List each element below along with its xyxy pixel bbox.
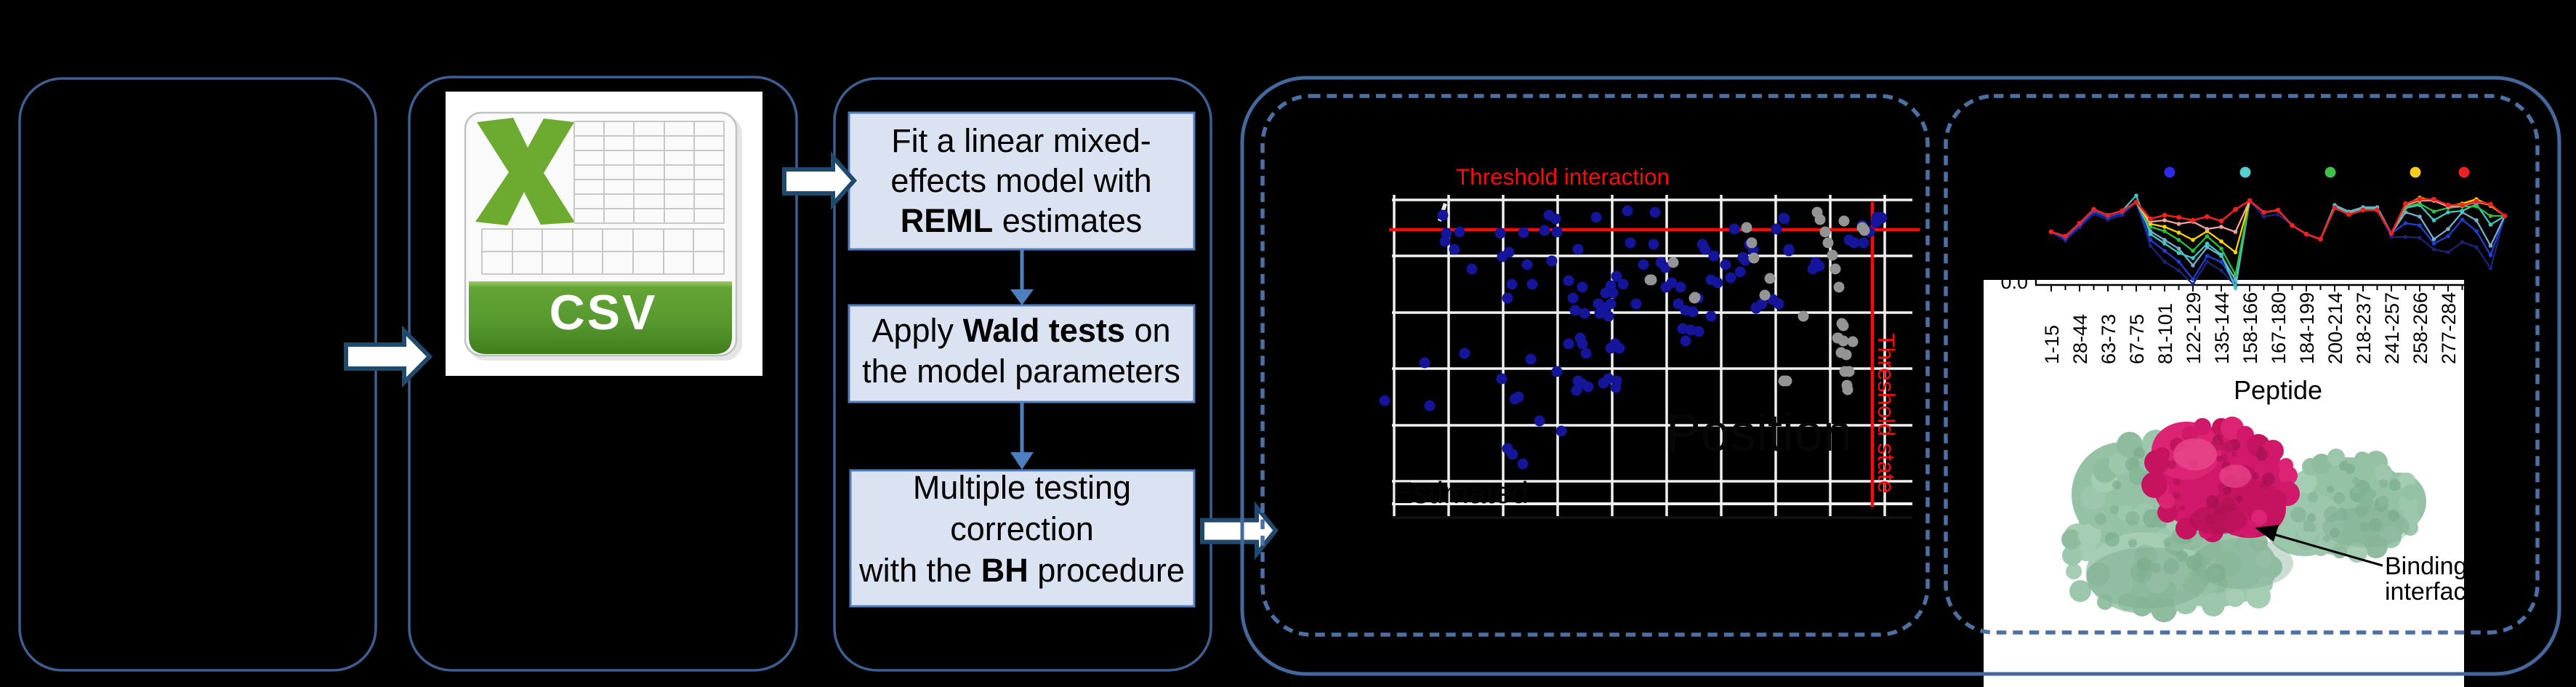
svg-text:correction: correction [950, 510, 1094, 547]
svg-text:258-266: 258-266 [2410, 292, 2431, 364]
svg-text:28-44: 28-44 [2069, 314, 2091, 364]
svg-text:167-180: 167-180 [2268, 292, 2290, 364]
svg-text:81-101: 81-101 [2154, 303, 2176, 364]
svg-text:67-75: 67-75 [2126, 314, 2148, 364]
svg-text:Threshold state: Threshold state [1873, 333, 1899, 494]
svg-text:277-284: 277-284 [2438, 292, 2460, 364]
svg-text:Position: Position [1666, 404, 1852, 462]
svg-text:CSV: CSV [550, 285, 658, 340]
svg-text:200-214: 200-214 [2325, 292, 2346, 364]
svg-text:REML estimates: REML estimates [901, 202, 1143, 239]
svg-text:122-129: 122-129 [2183, 292, 2205, 364]
svg-text:241-257: 241-257 [2381, 292, 2403, 364]
svg-text:Apply Wald tests on: Apply Wald tests on [872, 312, 1170, 349]
svg-text:interface: interface [2385, 578, 2479, 606]
svg-text:Peptide: Peptide [2234, 375, 2322, 405]
svg-text:0.0: 0.0 [2000, 271, 2028, 293]
svg-text:218-237: 218-237 [2353, 292, 2375, 364]
svg-text:with the BH procedure: with the BH procedure [858, 552, 1185, 589]
svg-text:1-15: 1-15 [2041, 325, 2063, 364]
svg-text:Fit a linear mixed-: Fit a linear mixed- [891, 122, 1151, 159]
svg-text:Threshold interaction: Threshold interaction [1456, 164, 1670, 190]
svg-text:63-73: 63-73 [2098, 314, 2120, 364]
svg-text:Multiple testing: Multiple testing [913, 469, 1131, 506]
svg-text:effects model with: effects model with [890, 162, 1151, 199]
svg-text:Binding: Binding [2385, 553, 2467, 580]
svg-text:the model parameters: the model parameters [862, 353, 1180, 390]
svg-text:184-199: 184-199 [2296, 292, 2318, 364]
svg-text:135-144: 135-144 [2211, 292, 2233, 364]
svg-text:Estimated: Estimated [1393, 475, 1529, 510]
svg-text:158-166: 158-166 [2239, 292, 2261, 364]
